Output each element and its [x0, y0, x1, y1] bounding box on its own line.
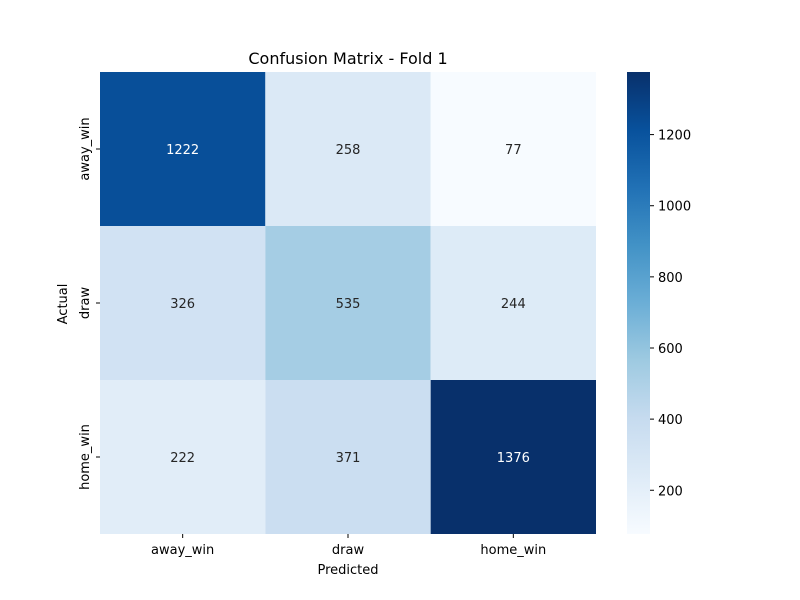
heatmap-cells: 1222 258 77 326 535 244 222 371 1376: [100, 72, 596, 534]
heatmap-cell: [430, 226, 596, 380]
cell-value-label: 1222: [166, 143, 199, 158]
cell-value-label: 222: [170, 451, 195, 466]
colorbar-tick-label: 800: [658, 271, 683, 286]
heatmap-cell: [265, 72, 431, 226]
colorbar-tick-label: 200: [658, 484, 683, 499]
cell-value-label: 1376: [497, 451, 530, 466]
x-tick-label: draw: [332, 543, 365, 558]
heatmap-cell: [265, 380, 431, 534]
colorbar-tick-label: 600: [658, 342, 683, 357]
x-tick-label: away_win: [151, 543, 214, 558]
heatmap-cell: [100, 380, 266, 534]
heatmap-cell: [100, 72, 266, 226]
cell-value-label: 244: [501, 297, 526, 312]
colorbar: [627, 72, 650, 534]
chart-title: Confusion Matrix - Fold 1: [248, 49, 447, 68]
cell-value-label: 535: [336, 297, 361, 312]
x-tick-label: home_win: [480, 543, 546, 558]
cell-value-label: 77: [505, 143, 522, 158]
colorbar-ticks: 200 400 600 800 1000 1200: [650, 129, 691, 499]
heatmap-cell: [265, 226, 431, 380]
heatmap-cell: [430, 380, 596, 534]
x-axis-label: Predicted: [317, 563, 378, 578]
heatmap-cell: [100, 226, 266, 380]
y-tick-label: away_win: [78, 117, 93, 180]
colorbar-tick-label: 1200: [658, 129, 691, 144]
cell-value-label: 371: [336, 451, 361, 466]
cell-value-label: 326: [170, 297, 195, 312]
y-tick-label: home_win: [78, 424, 93, 490]
y-tick-label: draw: [78, 287, 93, 320]
colorbar-tick-label: 1000: [658, 200, 691, 215]
cell-value-label: 258: [336, 143, 361, 158]
heatmap-cell: [430, 72, 596, 226]
y-axis-label: Actual: [56, 284, 71, 325]
colorbar-tick-label: 400: [658, 413, 683, 428]
x-axis: away_win draw home_win: [151, 534, 546, 558]
